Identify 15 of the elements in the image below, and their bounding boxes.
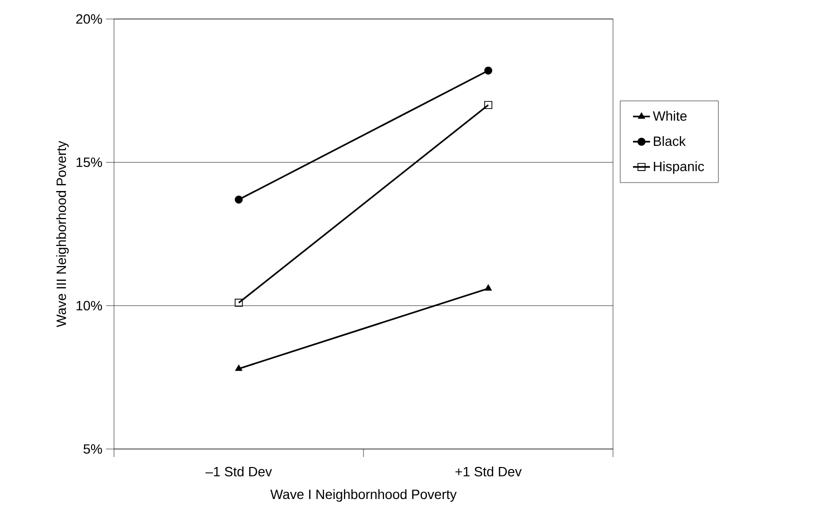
y-tick-label: 20% — [76, 14, 102, 24]
point — [234, 298, 243, 307]
legend-label: Hispanic — [654, 161, 704, 174]
y-tick-label: 10% — [76, 300, 102, 310]
point — [484, 100, 492, 109]
y-tick-label: 5% — [84, 444, 102, 454]
x-tick-label: +1 Std Dev — [455, 466, 522, 476]
point — [234, 196, 243, 204]
point — [484, 66, 492, 75]
legend-label: White — [652, 110, 687, 121]
x-tick-label: –1 Std Dev — [205, 466, 272, 476]
y-tick-label: 15% — [76, 158, 102, 168]
y-axis-title: Wave III Neighborhood Poverty — [56, 140, 69, 328]
legend-label: Black — [654, 136, 686, 146]
x-axis-title: Wave I Neighbornhood Poverty — [270, 489, 457, 502]
